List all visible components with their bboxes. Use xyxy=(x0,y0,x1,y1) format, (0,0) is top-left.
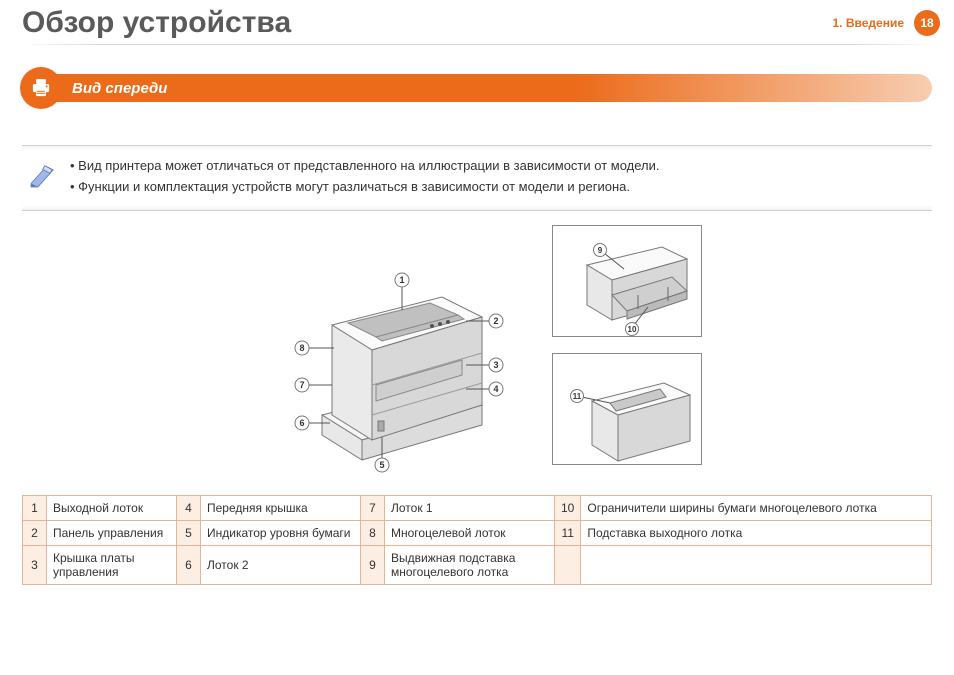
printer-front-diagram: 1 2 3 4 5 6 7 8 xyxy=(252,225,532,475)
part-label-empty xyxy=(581,545,932,584)
callout-label: 11 xyxy=(573,392,582,401)
part-label: Лоток 2 xyxy=(201,545,361,584)
callout-label: 5 xyxy=(379,460,384,470)
callout-label: 10 xyxy=(628,325,637,334)
table-row: 3 Крышка платы управления 6 Лоток 2 9 Вы… xyxy=(23,545,932,584)
part-number: 2 xyxy=(23,520,47,545)
note-box: Вид принтера может отличаться от предста… xyxy=(22,145,932,211)
part-number: 11 xyxy=(555,520,581,545)
note-item: Функции и комплектация устройств могут р… xyxy=(70,177,659,198)
part-label: Многоцелевой лоток xyxy=(385,520,555,545)
part-number: 3 xyxy=(23,545,47,584)
part-number: 5 xyxy=(177,520,201,545)
part-label: Ограничители ширины бумаги многоцелевого… xyxy=(581,495,932,520)
part-number: 10 xyxy=(555,495,581,520)
note-list: Вид принтера может отличаться от предста… xyxy=(70,156,659,198)
callout-label: 1 xyxy=(399,275,404,285)
section-title: Вид спереди xyxy=(38,74,932,102)
page-number-badge: 18 xyxy=(914,10,940,36)
printer-icon xyxy=(20,67,62,109)
table-row: 2 Панель управления 5 Индикатор уровня б… xyxy=(23,520,932,545)
part-label: Выдвижная подставка многоцелевого лотка xyxy=(385,545,555,584)
callout-label: 3 xyxy=(493,360,498,370)
part-label: Выходной лоток xyxy=(47,495,177,520)
callout-label: 8 xyxy=(299,343,304,353)
callout-label: 7 xyxy=(299,380,304,390)
part-number: 7 xyxy=(361,495,385,520)
part-number-empty xyxy=(555,545,581,584)
title-divider xyxy=(20,44,934,45)
part-number: 8 xyxy=(361,520,385,545)
part-label: Индикатор уровня бумаги xyxy=(201,520,361,545)
breadcrumb-text: 1. Введение xyxy=(833,16,905,30)
callout-label: 6 xyxy=(299,418,304,428)
part-number: 9 xyxy=(361,545,385,584)
part-label: Панель управления xyxy=(47,520,177,545)
printer-mp-tray-diagram: 9 10 xyxy=(552,225,702,337)
part-number: 6 xyxy=(177,545,201,584)
callout-label: 9 xyxy=(598,246,603,255)
part-label: Крышка платы управления xyxy=(47,545,177,584)
part-label: Передняя крышка xyxy=(201,495,361,520)
callout-label: 4 xyxy=(493,384,498,394)
part-number: 1 xyxy=(23,495,47,520)
note-icon xyxy=(26,158,60,192)
page-title: Обзор устройства xyxy=(0,0,954,44)
table-row: 1 Выходной лоток 4 Передняя крышка 7 Лот… xyxy=(23,495,932,520)
parts-table: 1 Выходной лоток 4 Передняя крышка 7 Лот… xyxy=(22,495,932,585)
note-item: Вид принтера может отличаться от предста… xyxy=(70,156,659,177)
breadcrumb: 1. Введение 18 xyxy=(833,10,941,36)
diagram-area: 1 2 3 4 5 6 7 8 xyxy=(0,225,954,475)
part-number: 4 xyxy=(177,495,201,520)
callout-label: 2 xyxy=(493,316,498,326)
section-header: Вид спереди xyxy=(22,67,932,109)
part-label: Лоток 1 xyxy=(385,495,555,520)
part-label: Подставка выходного лотка xyxy=(581,520,932,545)
printer-output-support-diagram: 11 xyxy=(552,353,702,465)
